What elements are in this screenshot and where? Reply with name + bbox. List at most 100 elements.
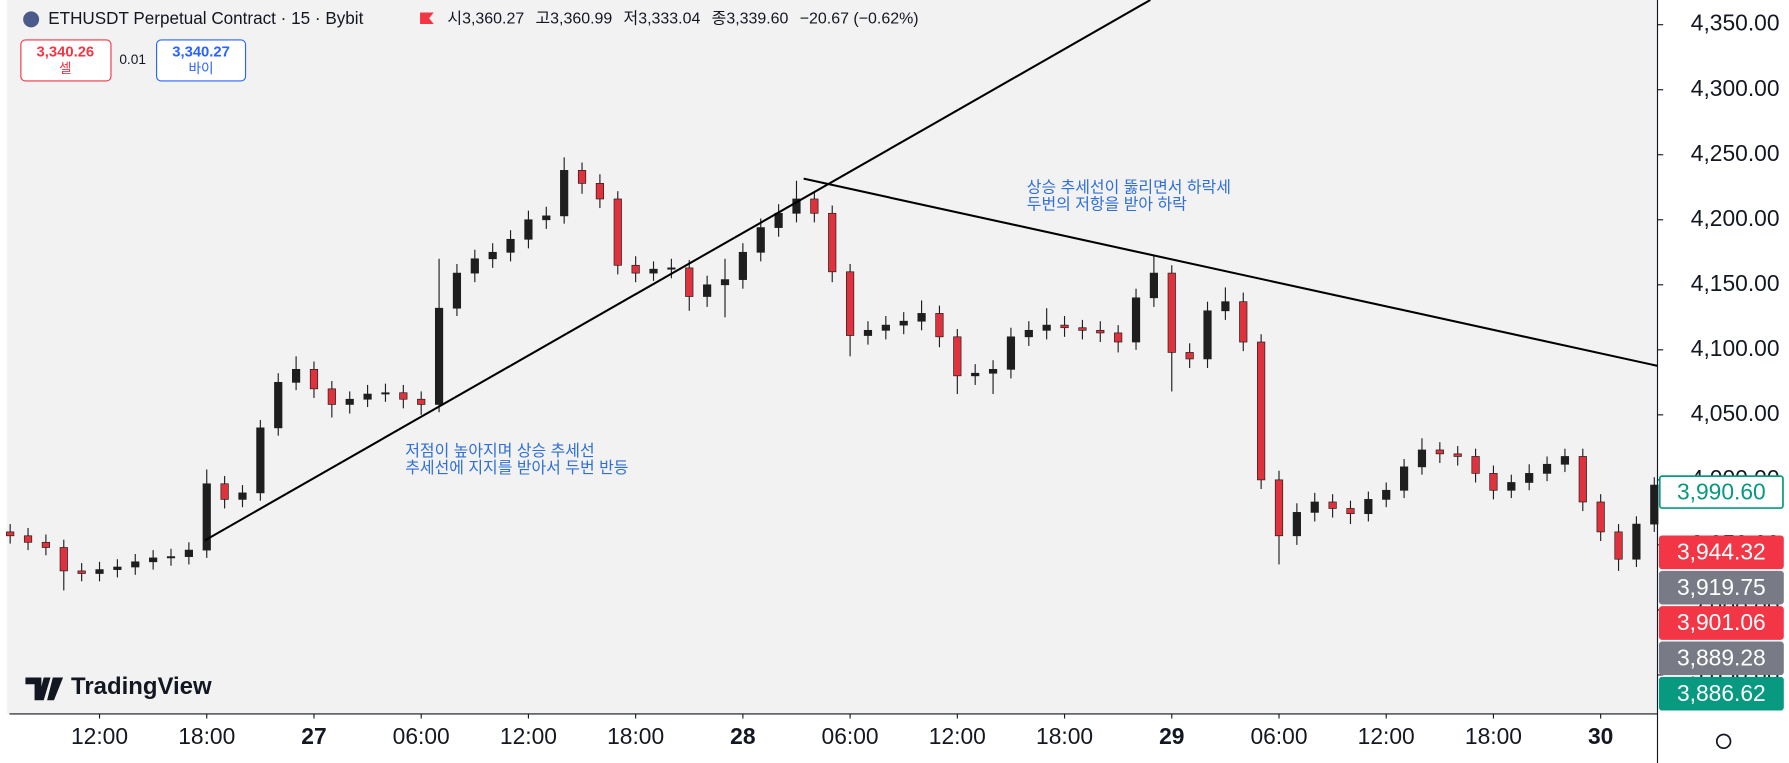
candle-body [1578,456,1587,503]
price-tag [1658,641,1784,676]
x-tick-label: 18:00 [1036,723,1093,749]
candle-body [1399,466,1409,491]
candle-body [828,212,837,273]
candle-body [41,541,51,548]
x-tick-label: 18:00 [178,723,235,749]
candle-body [1542,463,1552,474]
buy-label[interactable]: 바이 [188,61,213,76]
candle-body [1221,301,1230,312]
candle-body [738,251,747,280]
y-tick-label: 4,300.00 [1691,75,1780,101]
candle-body [327,388,336,405]
candle-body [1632,523,1641,560]
candle-body [1507,482,1516,491]
overlay: ETHUSDT Perpetual Contract · 15 · Bybit … [20,9,1784,750]
settings-icon[interactable] [1715,733,1732,750]
candle-body [1257,341,1266,481]
price-tag [1658,535,1784,570]
candle-body [166,556,176,559]
candle-body [935,313,944,338]
x-tick-label: 18:00 [607,723,664,749]
y-tick-label: 4,350.00 [1691,10,1780,36]
candle-body [292,368,301,383]
candle-body [470,258,479,274]
candle-body [649,268,658,274]
x-tick-label: 06:00 [1250,723,1307,749]
candle-body [846,271,855,336]
price-tag-label: 3,919.75 [1677,574,1766,600]
x-tick-label: 30 [1588,723,1613,749]
candle-body [1417,449,1427,468]
candle-body [506,238,515,253]
candle-body [1149,272,1158,299]
price-tag-label: 3,886.62 [1677,680,1766,706]
candle-body [1203,310,1212,360]
candle-body [899,320,908,326]
candle-body [113,566,122,570]
candle-body [542,215,551,221]
candle-body [1435,449,1444,455]
candle-body [1650,484,1659,525]
y-tick-label: 4,100.00 [1691,335,1780,361]
candle-body [631,264,640,274]
candle-body [131,561,140,568]
candle-body [1292,512,1301,537]
trend-line [204,0,1151,542]
logo-icon [25,677,64,701]
candle-body [184,549,193,557]
candle-body [399,392,408,400]
candle-body [1596,501,1605,533]
x-tick-label: 28 [730,723,755,749]
candle-body [59,547,68,572]
candle-body [1560,456,1570,465]
x-tick-label: 12:00 [500,723,557,749]
candle-body [1274,479,1284,537]
candle-body [238,492,247,500]
y-tick-label: 4,150.00 [1691,270,1780,296]
ohlc-value: 3,360.27 [462,11,524,28]
candle-body [1489,473,1498,491]
candle-body [1525,473,1534,483]
ohlc-key: 시 [447,11,462,28]
sell-button[interactable] [20,39,112,82]
buy-price[interactable]: 3,340.27 [172,44,230,60]
candle-body [488,251,497,260]
candle-body [1042,324,1051,331]
candle-body [202,483,211,551]
quantity: 0.01 [119,52,146,67]
sell-label[interactable]: 셀 [59,61,72,76]
candle-body [149,557,158,563]
ohlc-key: 저 [624,10,639,28]
candle-body [774,212,783,228]
annotation: 추세선에 지지를 받아서 두번 반등 [405,459,628,477]
candle-body [1006,336,1016,370]
x-tick-label: 12:00 [1358,723,1415,749]
price-tag-label: 3,990.60 [1677,478,1766,504]
candle-body [756,227,765,253]
candle-body [667,267,676,270]
candle-body [703,284,712,297]
candle-body [792,198,801,214]
candle-body [524,219,533,240]
candle-body [595,183,605,200]
y-tick-label: 4,050.00 [1691,400,1780,426]
candle-body [1024,329,1033,338]
candle-body [363,393,372,400]
candle-body [1614,531,1623,560]
candle-body [452,272,462,309]
x-tick-label: 18:00 [1465,723,1522,749]
candle-body [988,368,998,374]
candle-body [1453,453,1462,457]
x-tick-label: 12:00 [71,723,128,749]
price-tag [1658,570,1784,605]
candle-body [1328,501,1337,509]
candle-body [577,170,587,184]
price-tag-label: 3,889.28 [1677,645,1766,671]
ohlc-key: 고 [535,11,550,28]
price-tag [1658,606,1784,640]
candle-body [1167,272,1176,353]
buy-button[interactable] [156,39,247,82]
annotation: 두번의 저항을 받아 하락 [1027,196,1187,214]
sell-price[interactable]: 3,340.26 [37,44,95,60]
